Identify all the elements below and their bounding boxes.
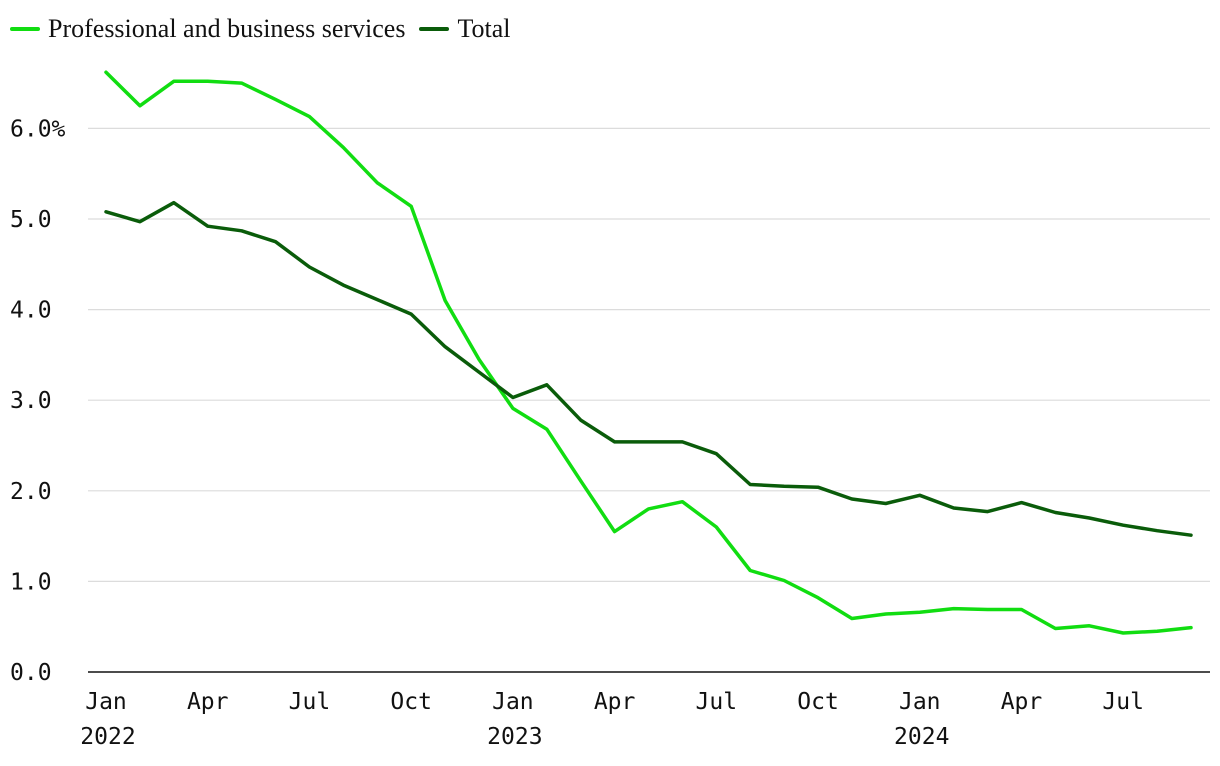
legend-label: Professional and business services xyxy=(48,14,406,43)
y-tick-label: 2.0 xyxy=(10,479,52,505)
series-lines xyxy=(104,70,1193,635)
x-tick-label: Apr xyxy=(1001,689,1043,715)
x-tick-label: Jul xyxy=(1102,689,1144,715)
y-axis-ticks: 0.0 1.0 2.0 3.0 4.0 5.0 6.0% xyxy=(10,116,66,686)
series-line-total xyxy=(104,200,1193,537)
x-tick-label: Oct xyxy=(390,689,432,715)
legend-item-total: Total xyxy=(419,14,511,44)
x-tick-label: Apr xyxy=(187,689,229,715)
grid-lines xyxy=(88,127,1210,583)
legend-item-professional-business-services: Professional and business services xyxy=(10,14,405,44)
x-tick-label: Oct xyxy=(797,689,839,715)
y-tick-label: 1.0 xyxy=(10,569,52,595)
legend-swatch xyxy=(10,27,40,31)
x-tick-label: Jan xyxy=(492,689,534,715)
legend: Professional and business services Total xyxy=(10,14,525,44)
x-axis-ticks: Jan 2022 Apr Jul Oct Jan 2023 Apr Jul Oct Jan 2024 A… xyxy=(80,689,1144,750)
x-tick-year-label: 2022 xyxy=(80,724,135,750)
x-tick-label: Jul xyxy=(289,689,331,715)
legend-label: Total xyxy=(457,14,511,43)
y-tick-label: 6.0% xyxy=(10,116,66,142)
x-tick-label: Jan xyxy=(899,689,941,715)
x-tick-label: Jan xyxy=(85,689,127,715)
legend-swatch xyxy=(419,27,450,31)
x-tick-label: Jul xyxy=(696,689,738,715)
y-tick-label: 4.0 xyxy=(10,298,52,324)
y-tick-label: 3.0 xyxy=(10,388,52,414)
x-tick-label: Apr xyxy=(594,689,636,715)
series-line-professional-business-services xyxy=(104,70,1193,635)
y-tick-label: 5.0 xyxy=(10,207,52,233)
y-tick-label: 0.0 xyxy=(10,660,52,686)
x-tick-year-label: 2023 xyxy=(487,724,542,750)
x-tick-year-label: 2024 xyxy=(894,724,949,750)
